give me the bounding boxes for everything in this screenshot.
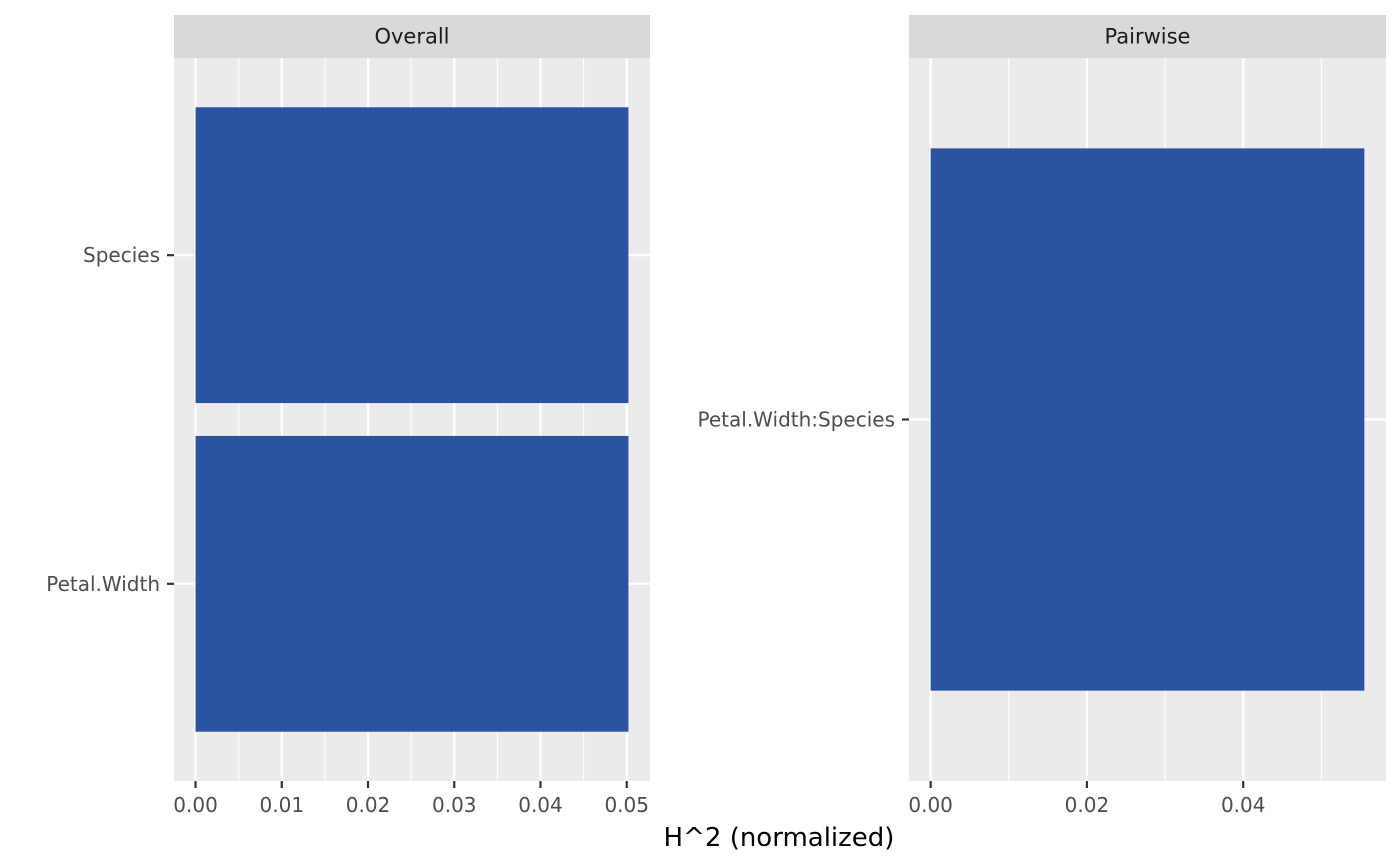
- facet-strip-label: Overall: [374, 25, 449, 49]
- x-tick-label: 0.05: [604, 793, 649, 817]
- x-tick-label: 0.04: [518, 793, 563, 817]
- facet-strip: [909, 15, 1386, 58]
- bar: [195, 107, 629, 404]
- bar: [930, 148, 1365, 691]
- x-tick-label: 0.04: [1221, 793, 1266, 817]
- panel-pairwise: Pairwise Petal.Width:Species 0.00 0.02 0.04: [698, 15, 1386, 817]
- x-tick-label: 0.00: [173, 793, 218, 817]
- panel-overall: Overall Species Petal.Width 0.00 0.01 0.02 0.0…: [46, 15, 650, 817]
- x-tick-label: 0.03: [432, 793, 477, 817]
- x-tick-label: 0.02: [346, 793, 391, 817]
- facet-strip-label: Pairwise: [1105, 25, 1191, 49]
- x-tick-label: 0.00: [908, 793, 953, 817]
- y-tick-label: Petal.Width:Species: [698, 408, 895, 432]
- bar: [195, 435, 629, 732]
- facet-strip: [174, 15, 650, 58]
- x-tick-label: 0.02: [1065, 793, 1110, 817]
- y-tick-label: Petal.Width: [46, 572, 160, 596]
- x-axis-title: H^2 (normalized): [664, 823, 895, 853]
- y-tick-label: Species: [83, 243, 160, 267]
- x-tick-label: 0.01: [260, 793, 305, 817]
